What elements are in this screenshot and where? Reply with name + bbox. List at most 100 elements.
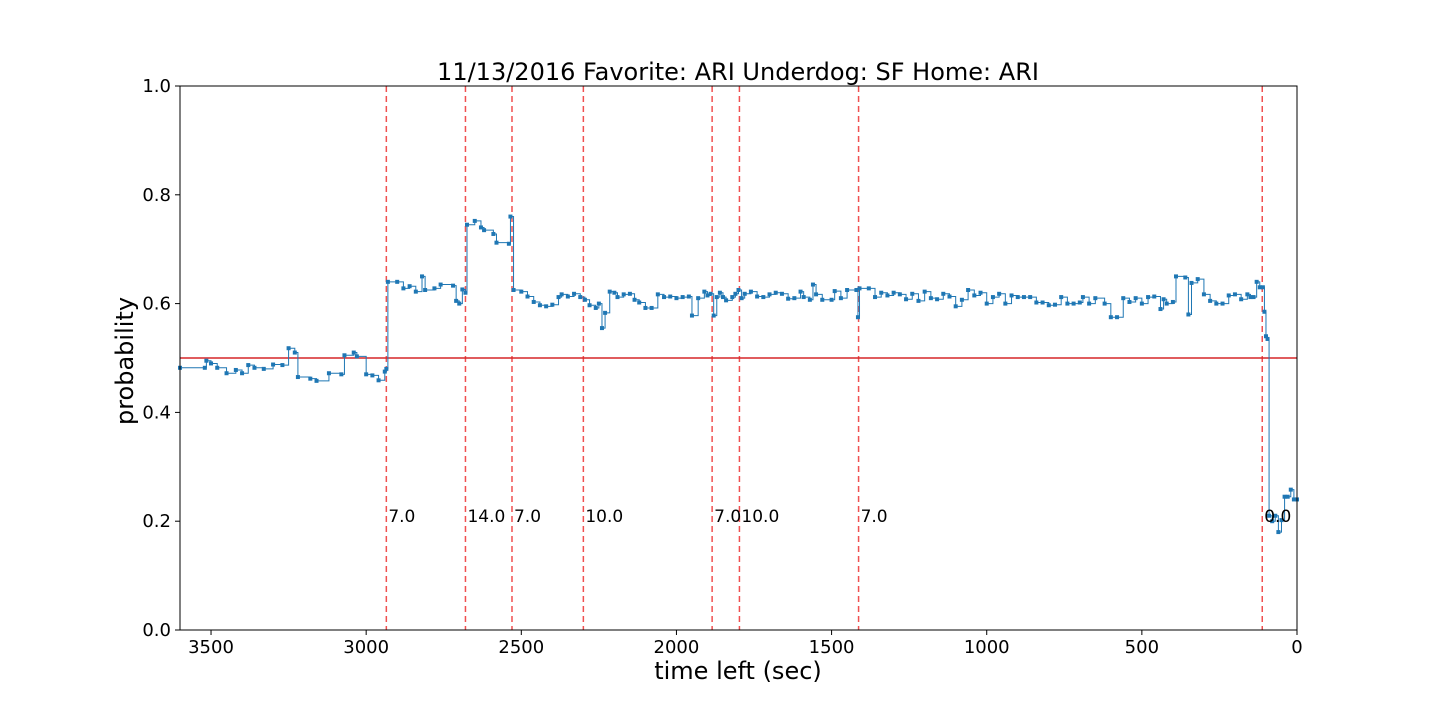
data-point	[668, 295, 672, 299]
data-point	[972, 293, 976, 297]
data-point	[820, 298, 824, 302]
data-point	[225, 371, 229, 375]
data-point	[420, 274, 424, 278]
data-point	[482, 228, 486, 232]
data-point	[1109, 315, 1113, 319]
data-point	[1252, 295, 1256, 299]
data-point	[786, 297, 790, 301]
data-point	[681, 295, 685, 299]
data-point	[935, 297, 939, 301]
data-point	[1202, 292, 1206, 296]
data-point	[1196, 277, 1200, 281]
data-point	[572, 292, 576, 296]
data-point	[1087, 302, 1091, 306]
data-point	[966, 288, 970, 292]
data-point	[960, 298, 964, 302]
data-point	[342, 353, 346, 357]
data-point	[463, 291, 467, 295]
data-point	[262, 367, 266, 371]
data-point	[327, 371, 331, 375]
data-point	[473, 219, 477, 223]
data-point	[1010, 293, 1014, 297]
data-point	[215, 366, 219, 370]
data-point	[1239, 297, 1243, 301]
data-point	[597, 302, 601, 306]
data-point	[637, 301, 641, 305]
x-tick-label: 2500	[498, 637, 544, 658]
data-point	[252, 366, 256, 370]
data-point	[709, 292, 713, 296]
x-tick-label: 0	[1291, 637, 1302, 658]
x-tick-label: 2000	[654, 637, 700, 658]
data-point	[954, 304, 958, 308]
data-point	[858, 286, 862, 290]
data-point	[923, 290, 927, 294]
data-point	[1183, 275, 1187, 279]
data-point	[550, 303, 554, 307]
data-point	[1286, 495, 1290, 499]
data-point	[1233, 292, 1237, 296]
event-label: 7.0	[388, 507, 415, 527]
data-point	[308, 377, 312, 381]
data-point	[737, 288, 741, 292]
data-point	[1078, 301, 1082, 305]
data-point	[687, 295, 691, 299]
data-point	[997, 292, 1001, 296]
data-point	[1171, 300, 1175, 304]
y-tick-label: 0.0	[142, 620, 171, 641]
data-point	[1146, 295, 1150, 299]
data-point	[339, 372, 343, 376]
data-point	[583, 298, 587, 302]
data-point	[287, 346, 291, 350]
data-point	[588, 303, 592, 307]
data-point	[1174, 274, 1178, 278]
data-point	[743, 292, 747, 296]
data-point	[1190, 281, 1194, 285]
y-axis-label: probability	[111, 297, 139, 425]
y-tick-label: 0.2	[142, 511, 171, 532]
data-point	[1016, 295, 1020, 299]
x-axis-label: time left (sec)	[654, 657, 822, 685]
data-point	[898, 292, 902, 296]
event-label: 10.0	[585, 507, 623, 527]
data-point	[451, 284, 455, 288]
data-point	[1214, 302, 1218, 306]
data-point	[315, 379, 319, 383]
data-point	[1081, 295, 1085, 299]
data-point	[439, 283, 443, 287]
data-point	[792, 296, 796, 300]
data-point	[696, 296, 700, 300]
data-point	[384, 367, 388, 371]
data-point	[1115, 315, 1119, 319]
data-point	[1140, 302, 1144, 306]
data-point	[799, 290, 803, 294]
data-point	[715, 295, 719, 299]
y-tick-label: 0.8	[142, 185, 171, 206]
data-point	[603, 311, 607, 315]
y-tick-label: 0.6	[142, 294, 171, 315]
event-label: 7.0	[714, 507, 741, 527]
data-point	[1227, 293, 1231, 297]
data-point	[414, 290, 418, 294]
data-point	[830, 298, 834, 302]
x-tick-label: 500	[1125, 637, 1159, 658]
data-point	[494, 241, 498, 245]
data-point	[1003, 302, 1007, 306]
data-point	[774, 291, 778, 295]
data-point	[352, 351, 356, 355]
data-point	[1072, 302, 1076, 306]
data-point	[814, 292, 818, 296]
data-point	[718, 291, 722, 295]
data-point	[916, 299, 920, 303]
data-point	[512, 288, 516, 292]
data-point	[566, 295, 570, 299]
data-point	[808, 298, 812, 302]
x-tick-label: 1500	[809, 637, 855, 658]
data-point	[802, 295, 806, 299]
data-point	[1065, 302, 1069, 306]
data-point	[612, 291, 616, 295]
data-point	[833, 289, 837, 293]
y-tick-label: 1.0	[142, 76, 171, 97]
data-point	[364, 372, 368, 376]
